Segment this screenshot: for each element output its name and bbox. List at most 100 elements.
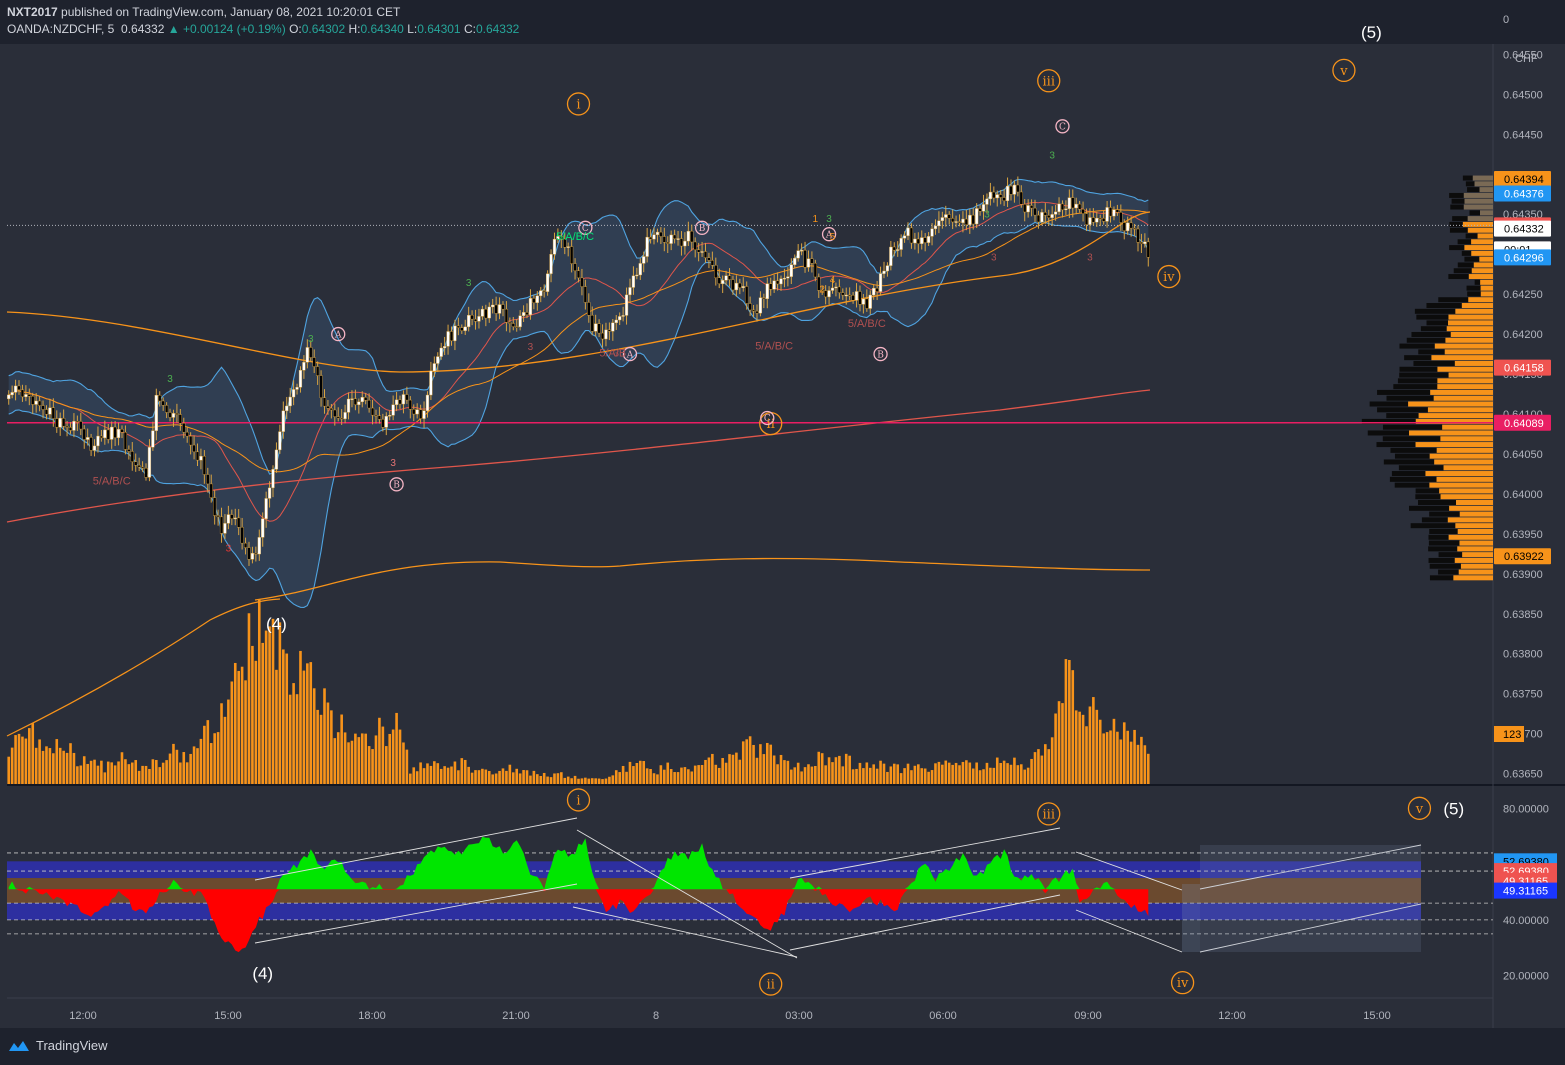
volume-bar — [868, 767, 872, 784]
candle-body — [999, 194, 1003, 198]
low-value: 0.64301 — [417, 22, 461, 36]
volume-profile-bar — [1449, 221, 1463, 227]
volume-bar — [481, 768, 484, 784]
price-label: 0.64296 — [1504, 252, 1544, 264]
volume-bar — [429, 765, 433, 784]
volume-bar — [649, 768, 652, 784]
candle-body — [906, 227, 910, 236]
volume-bar — [577, 778, 580, 784]
volume-profile-bar — [1464, 198, 1493, 204]
wave-label-circle — [821, 227, 837, 242]
volume-bar — [748, 736, 752, 784]
candle-body — [539, 290, 543, 297]
volume-bar — [1095, 709, 1099, 784]
volume-bar — [179, 762, 182, 784]
published-text: published on TradingView.com, January 08… — [61, 5, 401, 19]
volume-bar — [82, 756, 86, 784]
candle-body — [497, 304, 502, 314]
volume-bar — [1033, 752, 1037, 784]
volume-bar — [638, 760, 642, 784]
candle-body — [618, 316, 622, 321]
volume-bar — [79, 765, 83, 784]
candle-body — [394, 399, 399, 405]
volume-bar — [1016, 765, 1020, 784]
volume-bar — [391, 729, 395, 784]
tradingview-logo[interactable]: TradingView — [8, 1038, 108, 1053]
candle-body — [1122, 222, 1126, 231]
volume-profile-bar — [1461, 303, 1493, 309]
volume-profile-bar — [1399, 343, 1435, 349]
volume-profile-bar — [1450, 204, 1464, 210]
candle-body — [134, 461, 138, 466]
volume-bar — [673, 772, 676, 784]
price-tick-label: 0.64550 — [1503, 49, 1543, 61]
volume-bar — [711, 753, 714, 784]
osc-wave-label-circle — [1407, 796, 1432, 820]
author-name[interactable]: NXT2017 — [7, 5, 58, 19]
candle-body — [642, 256, 646, 264]
volume-profile-bar — [1464, 245, 1493, 251]
volume-profile-bar — [1428, 540, 1460, 546]
wave-label: A — [825, 230, 833, 240]
indicator-label: 3 — [390, 458, 396, 469]
volume-bar — [676, 772, 680, 784]
wave-label-circle — [331, 326, 346, 342]
candle-body — [556, 236, 560, 240]
candle-body — [13, 385, 18, 393]
candle-body — [295, 387, 299, 390]
volume-profile-bar — [1474, 181, 1493, 187]
candle-body — [751, 309, 756, 312]
volume-bar — [292, 683, 295, 784]
candle-body — [1054, 211, 1058, 215]
volume-bar — [168, 753, 172, 784]
volume-bar — [330, 710, 333, 784]
volume-bar — [103, 772, 107, 784]
volume-bar — [896, 764, 900, 784]
volume-bar — [1023, 769, 1027, 784]
volume-bar — [834, 757, 838, 784]
volume-bar — [810, 766, 814, 784]
candle-body — [89, 437, 93, 451]
volume-bar — [614, 770, 618, 784]
candle-body — [1129, 222, 1133, 229]
volume-profile-bar — [1394, 453, 1430, 459]
volume-bar — [1136, 744, 1140, 784]
volume-bar — [542, 772, 546, 784]
volume-bar — [889, 766, 893, 784]
volume-bar — [350, 740, 354, 784]
volume-bar — [1119, 739, 1123, 784]
volume-bar — [724, 762, 728, 784]
price-label-bg — [1494, 359, 1551, 376]
osc-wave-label-circle — [759, 972, 783, 996]
candle-body — [1002, 197, 1006, 201]
wave-label: v — [1339, 64, 1348, 79]
volume-bar — [796, 762, 800, 784]
volume-profile-bar — [1466, 285, 1481, 291]
volume-bar — [354, 733, 357, 784]
price-tick-label: 0.64450 — [1503, 129, 1543, 141]
volume-profile-bar — [1383, 459, 1435, 465]
candle-body — [367, 400, 371, 409]
price-tick-label: 0.64050 — [1503, 449, 1543, 461]
volume-bar — [409, 773, 412, 784]
candle-body — [7, 394, 11, 400]
volume-bar — [831, 762, 834, 784]
volume-bar — [1146, 753, 1150, 784]
price-tick-label: 0.64200 — [1503, 329, 1543, 341]
candle-body — [144, 468, 148, 478]
candle-body — [285, 405, 289, 412]
currency-label: CHF — [1515, 53, 1538, 65]
candle-body — [298, 370, 303, 388]
volume-bar — [244, 680, 247, 784]
osc-projection-box — [1182, 884, 1200, 952]
volume-bar — [192, 746, 196, 784]
wave-label: B — [393, 481, 400, 491]
indicator-label: 5/A/B/C — [93, 475, 131, 487]
indicator-label: 5 — [830, 232, 836, 243]
candle-body — [673, 234, 677, 240]
volume-bar — [165, 760, 168, 784]
candle-body — [566, 246, 570, 248]
volume-bar — [741, 741, 745, 784]
candle-body — [405, 394, 409, 401]
